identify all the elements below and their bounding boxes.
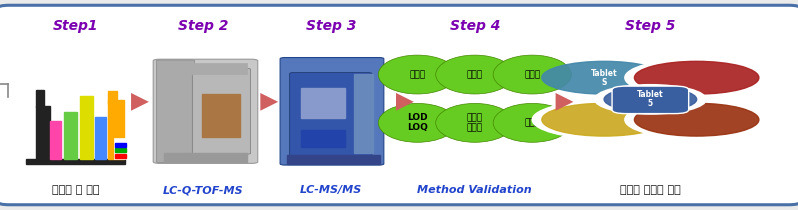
Text: Step 5: Step 5 — [625, 19, 676, 33]
Text: 회수율: 회수율 — [524, 70, 540, 79]
Bar — [50, 121, 61, 159]
Text: 정확성
정밀성: 정확성 정밀성 — [467, 113, 483, 132]
Ellipse shape — [493, 55, 571, 94]
Bar — [95, 117, 106, 159]
Circle shape — [625, 101, 768, 139]
Text: LOD
LOQ: LOD LOQ — [407, 113, 428, 132]
Bar — [115, 154, 126, 158]
Ellipse shape — [436, 55, 514, 94]
FancyBboxPatch shape — [290, 73, 372, 158]
Bar — [36, 106, 50, 159]
Text: Step1: Step1 — [53, 19, 99, 33]
Bar — [64, 112, 77, 159]
Bar — [108, 100, 124, 159]
Bar — [164, 63, 247, 74]
Text: Step 3: Step 3 — [306, 19, 357, 33]
Text: LC-Q-TOF-MS: LC-Q-TOF-MS — [163, 185, 244, 195]
Circle shape — [634, 103, 759, 136]
Text: 안전성: 안전성 — [524, 118, 540, 127]
Circle shape — [532, 59, 676, 97]
Bar — [354, 74, 373, 153]
Text: Tablet
S: Tablet S — [591, 69, 618, 87]
Bar — [115, 143, 126, 147]
Text: LC-MS/MS: LC-MS/MS — [300, 185, 362, 195]
Bar — [114, 138, 127, 159]
Text: 직선성: 직선성 — [467, 70, 483, 79]
Ellipse shape — [378, 103, 456, 142]
FancyBboxPatch shape — [280, 58, 384, 165]
Bar — [202, 94, 240, 136]
Ellipse shape — [493, 103, 571, 142]
Text: Step 4: Step 4 — [449, 19, 500, 33]
Circle shape — [595, 85, 706, 114]
Text: Method Validation: Method Validation — [417, 185, 532, 195]
Text: Tablet
5: Tablet 5 — [637, 90, 664, 108]
Circle shape — [604, 87, 697, 112]
FancyBboxPatch shape — [612, 86, 689, 114]
Bar — [164, 153, 247, 162]
Circle shape — [542, 61, 666, 94]
FancyBboxPatch shape — [192, 68, 251, 154]
Ellipse shape — [378, 55, 456, 94]
Circle shape — [625, 59, 768, 97]
Ellipse shape — [436, 103, 514, 142]
FancyBboxPatch shape — [156, 60, 195, 163]
Text: Step 2: Step 2 — [178, 19, 229, 33]
Text: 전처리 법 확립: 전처리 법 확립 — [52, 185, 100, 195]
Bar — [301, 130, 345, 147]
Circle shape — [542, 103, 666, 136]
Circle shape — [532, 101, 676, 139]
Bar — [80, 96, 93, 159]
Bar — [301, 88, 345, 118]
Circle shape — [634, 61, 759, 94]
Text: 특이성: 특이성 — [409, 70, 425, 79]
Bar — [36, 90, 44, 107]
FancyBboxPatch shape — [153, 59, 258, 163]
Bar — [287, 155, 380, 164]
Bar — [115, 148, 126, 152]
FancyBboxPatch shape — [0, 5, 798, 205]
Bar — [26, 159, 125, 164]
Text: 분석법 적용성 검토: 분석법 적용성 검토 — [620, 185, 681, 195]
Bar — [108, 91, 117, 104]
